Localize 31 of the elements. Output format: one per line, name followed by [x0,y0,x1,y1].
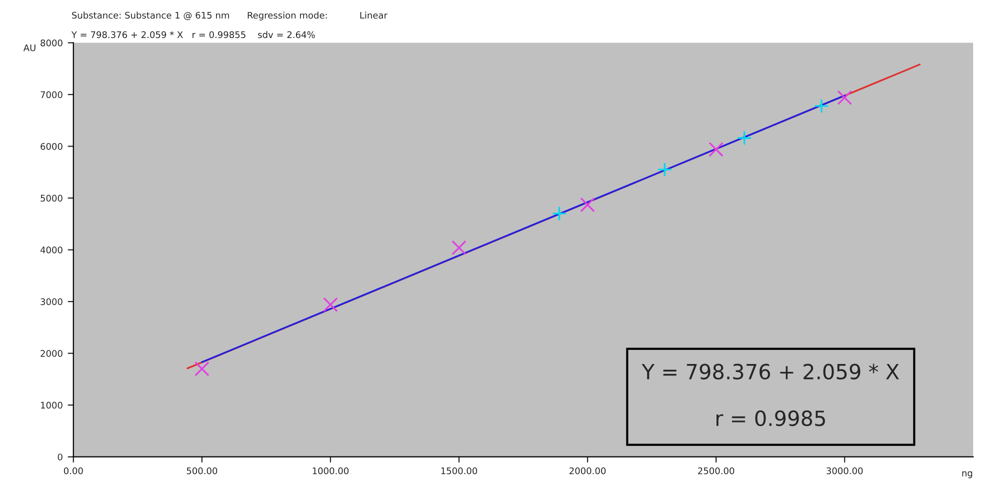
y-tick-label: 2000 [40,350,62,357]
y-tick-label: 0 [58,454,62,460]
point [552,206,567,221]
point [837,90,852,106]
text: Y = 798.376 + 2.059 * X r = 0.99855 sdv = 2.64% [71,31,315,38]
y-tick-label: 8000 [40,40,62,46]
point [452,240,466,256]
point [736,130,752,146]
x-tick-label: 2500.00 [698,467,734,474]
text: Substance: Substance 1 @ 615 nm Regression mode: Linear [72,12,388,20]
point [323,297,338,312]
x-tick-label: 500.00 [186,467,218,474]
x-axis-title: ng [962,471,972,478]
y-tick-label: 4000 [40,246,62,254]
point [194,361,210,376]
y-tick-label: 7000 [40,91,62,98]
x-tick-label: 3000.00 [826,467,863,474]
text: Y = 798.376 + 2.059 * X r = 0.9985 [642,364,899,426]
y-tick-label: 5000 [40,194,62,202]
x-tick-label: 2000.00 [570,467,606,474]
y-tick-label: 3000 [40,298,62,306]
point [657,162,672,177]
x-tick-label: 1500.00 [441,467,478,474]
y-tick-label: 6000 [40,143,62,150]
point [580,197,595,212]
y-tick-label: 1000 [41,402,62,409]
x-tick-label: 0.00 [64,467,83,474]
point [708,142,724,157]
point [814,98,829,114]
y-axis-title: AU [23,44,36,52]
x-tick-label: 1000.00 [312,467,349,474]
